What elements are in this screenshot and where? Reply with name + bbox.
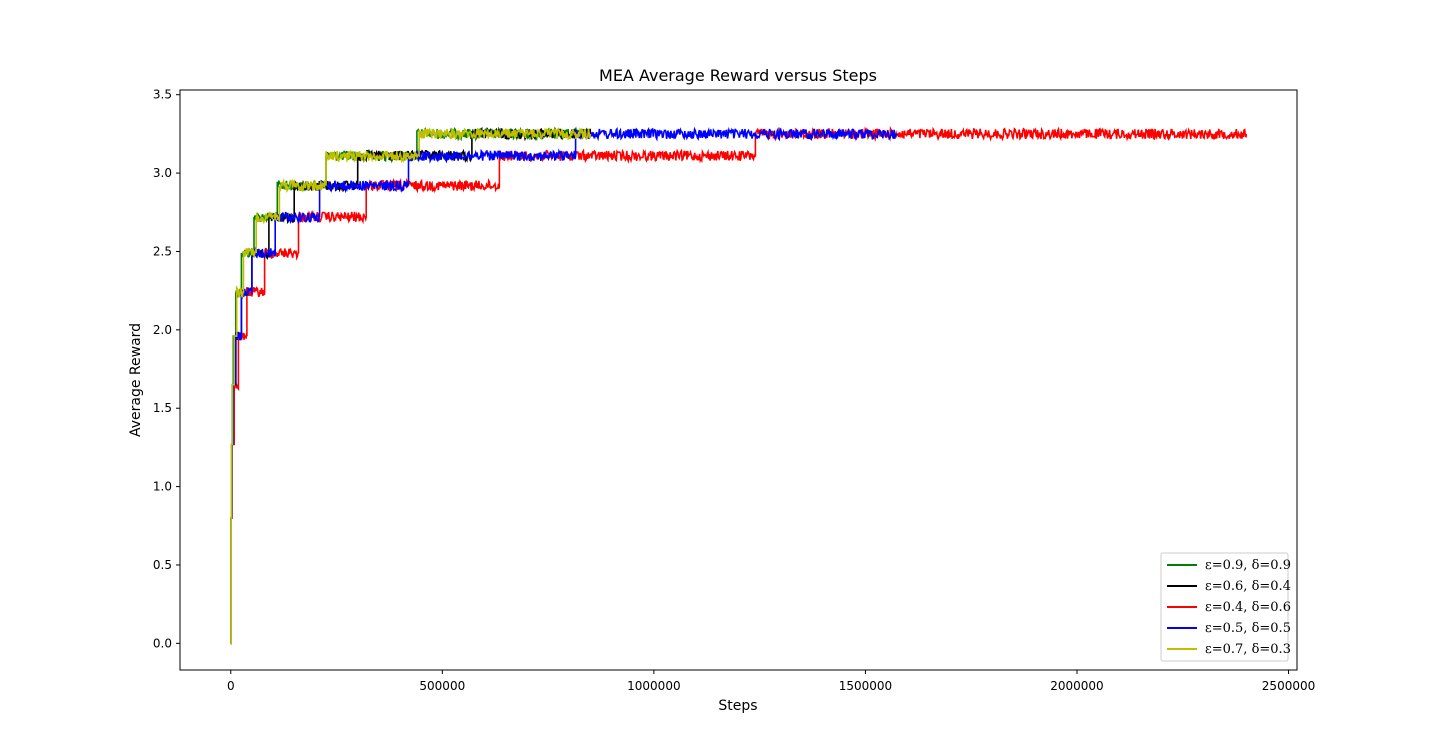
legend-label: ε=0.4, δ=0.6 <box>1205 600 1291 615</box>
x-tick-label: 1000000 <box>627 679 680 693</box>
y-tick-label: 2.5 <box>153 244 172 258</box>
x-tick-label: 0 <box>227 679 235 693</box>
y-axis-label: Average Reward <box>128 323 144 437</box>
y-tick-label: 0.5 <box>153 558 172 572</box>
y-tick-label: 1.5 <box>153 401 172 415</box>
legend-label: ε=0.6, δ=0.4 <box>1205 579 1291 594</box>
x-tick-label: 500000 <box>419 679 465 693</box>
series-line <box>230 126 592 645</box>
y-tick-label: 1.0 <box>153 480 172 494</box>
y-axis: 0.0 0.5 1.0 1.5 2.0 2.5 3.0 3.5 <box>153 88 180 650</box>
y-tick-label: 2.0 <box>153 323 172 337</box>
chart-title: MEA Average Reward versus Steps <box>599 66 877 85</box>
x-axis-label: Steps <box>718 698 757 714</box>
series-5 <box>230 126 592 645</box>
y-tick-label: 3.5 <box>153 88 172 102</box>
plot-area <box>230 125 1247 645</box>
plot-frame <box>179 89 1298 671</box>
y-tick-label: 0.0 <box>153 636 172 650</box>
x-axis: 0 500000 1000000 1500000 2000000 2500000 <box>227 670 1315 693</box>
x-tick-label: 2000000 <box>1050 679 1103 693</box>
series-4 <box>230 126 898 645</box>
legend-box <box>1160 552 1289 662</box>
x-tick-label: 1500000 <box>839 679 892 693</box>
legend-label: ε=0.9, δ=0.9 <box>1205 558 1291 573</box>
series-line <box>230 126 898 645</box>
legend-label: ε=0.5, δ=0.5 <box>1205 621 1291 636</box>
y-tick-label: 3.0 <box>153 166 172 180</box>
x-tick-label: 2500000 <box>1262 679 1315 693</box>
legend: ε=0.9, δ=0.9 ε=0.6, δ=0.4 ε=0.4, δ=0.6 ε=0.… <box>1160 552 1291 662</box>
legend-label: ε=0.7, δ=0.3 <box>1205 642 1291 657</box>
